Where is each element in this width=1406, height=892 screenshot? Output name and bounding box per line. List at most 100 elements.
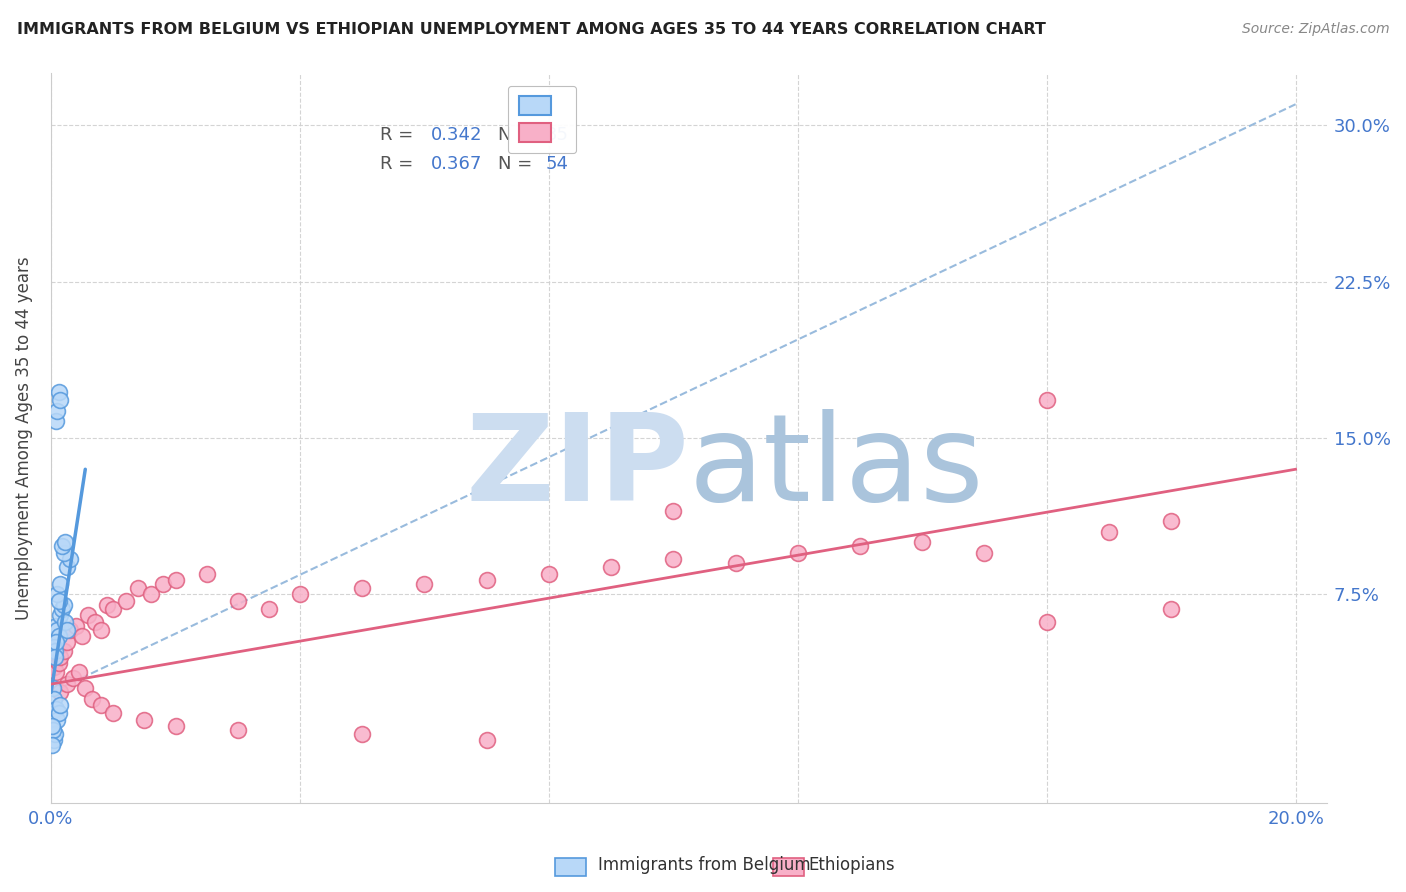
Point <box>45 414 67 428</box>
Point <box>44 644 66 658</box>
Point <box>413 577 436 591</box>
Point <box>1035 393 1057 408</box>
Point <box>44 640 66 654</box>
Point <box>475 733 498 747</box>
Point <box>1035 615 1057 629</box>
Point <box>662 504 685 518</box>
Point <box>1160 515 1182 529</box>
Point <box>724 556 747 570</box>
Text: R =: R = <box>380 126 419 144</box>
Point <box>51 602 73 616</box>
Point <box>90 698 112 712</box>
Point <box>62 671 84 685</box>
Point <box>46 404 69 418</box>
Point <box>46 623 69 637</box>
Point <box>41 738 63 752</box>
Point <box>67 665 90 679</box>
Point <box>52 598 75 612</box>
Point <box>475 573 498 587</box>
Text: ZIP: ZIP <box>465 409 689 525</box>
Point <box>103 602 125 616</box>
Point <box>70 629 93 643</box>
Point <box>45 618 67 632</box>
Point <box>537 566 560 581</box>
Legend: , : , <box>508 86 576 153</box>
Point <box>127 581 149 595</box>
Text: Ethiopians: Ethiopians <box>808 856 896 874</box>
Point <box>77 608 100 623</box>
Text: IMMIGRANTS FROM BELGIUM VS ETHIOPIAN UNEMPLOYMENT AMONG AGES 35 TO 44 YEARS CORR: IMMIGRANTS FROM BELGIUM VS ETHIOPIAN UNE… <box>17 22 1046 37</box>
Point <box>45 635 67 649</box>
Point <box>1098 524 1121 539</box>
Point <box>52 546 75 560</box>
Point <box>80 691 103 706</box>
Point <box>55 623 77 637</box>
Point <box>53 535 76 549</box>
Point <box>49 577 72 591</box>
Point <box>1160 602 1182 616</box>
Point <box>226 723 249 737</box>
Point <box>134 713 156 727</box>
Point <box>48 385 70 400</box>
Point <box>165 719 187 733</box>
Point <box>45 665 67 679</box>
Text: 35: 35 <box>546 126 569 144</box>
Point <box>44 727 66 741</box>
Point <box>44 650 66 665</box>
Point <box>55 677 77 691</box>
Point <box>49 698 72 712</box>
Point <box>849 540 872 554</box>
Text: Source: ZipAtlas.com: Source: ZipAtlas.com <box>1241 22 1389 37</box>
Point <box>44 691 66 706</box>
Text: 54: 54 <box>546 155 569 173</box>
Point <box>52 644 75 658</box>
Point <box>911 535 934 549</box>
Point <box>195 566 218 581</box>
Point <box>45 702 67 716</box>
Point <box>257 602 280 616</box>
Text: N =: N = <box>498 155 537 173</box>
Point <box>103 706 125 721</box>
Point <box>42 723 65 737</box>
Text: R =: R = <box>380 155 419 173</box>
Point <box>48 593 70 607</box>
Point <box>786 546 808 560</box>
Point <box>51 540 73 554</box>
Point <box>46 587 69 601</box>
Point <box>55 560 77 574</box>
Point <box>55 635 77 649</box>
Point <box>48 657 70 671</box>
Text: N =: N = <box>498 126 537 144</box>
Point <box>46 713 69 727</box>
Point <box>226 593 249 607</box>
Point <box>42 733 65 747</box>
Text: 0.342: 0.342 <box>432 126 482 144</box>
Point <box>41 719 63 733</box>
Point <box>59 552 82 566</box>
Point <box>53 615 76 629</box>
Text: 0.367: 0.367 <box>432 155 482 173</box>
Point <box>352 581 374 595</box>
Point <box>59 623 82 637</box>
Point <box>49 685 72 699</box>
Point <box>49 650 72 665</box>
Point <box>114 593 136 607</box>
Point <box>44 660 66 674</box>
Point <box>165 573 187 587</box>
Point <box>96 598 118 612</box>
Point <box>48 706 70 721</box>
Y-axis label: Unemployment Among Ages 35 to 44 years: Unemployment Among Ages 35 to 44 years <box>15 256 32 620</box>
Point <box>83 615 105 629</box>
Point <box>75 681 97 696</box>
Point <box>49 608 72 623</box>
Text: Immigrants from Belgium: Immigrants from Belgium <box>598 856 810 874</box>
Point <box>352 727 374 741</box>
Point <box>49 393 72 408</box>
Text: atlas: atlas <box>689 409 984 525</box>
Point <box>662 552 685 566</box>
Point <box>600 560 623 574</box>
Point <box>152 577 174 591</box>
Point <box>65 618 87 632</box>
Point <box>288 587 311 601</box>
Point <box>48 629 70 643</box>
